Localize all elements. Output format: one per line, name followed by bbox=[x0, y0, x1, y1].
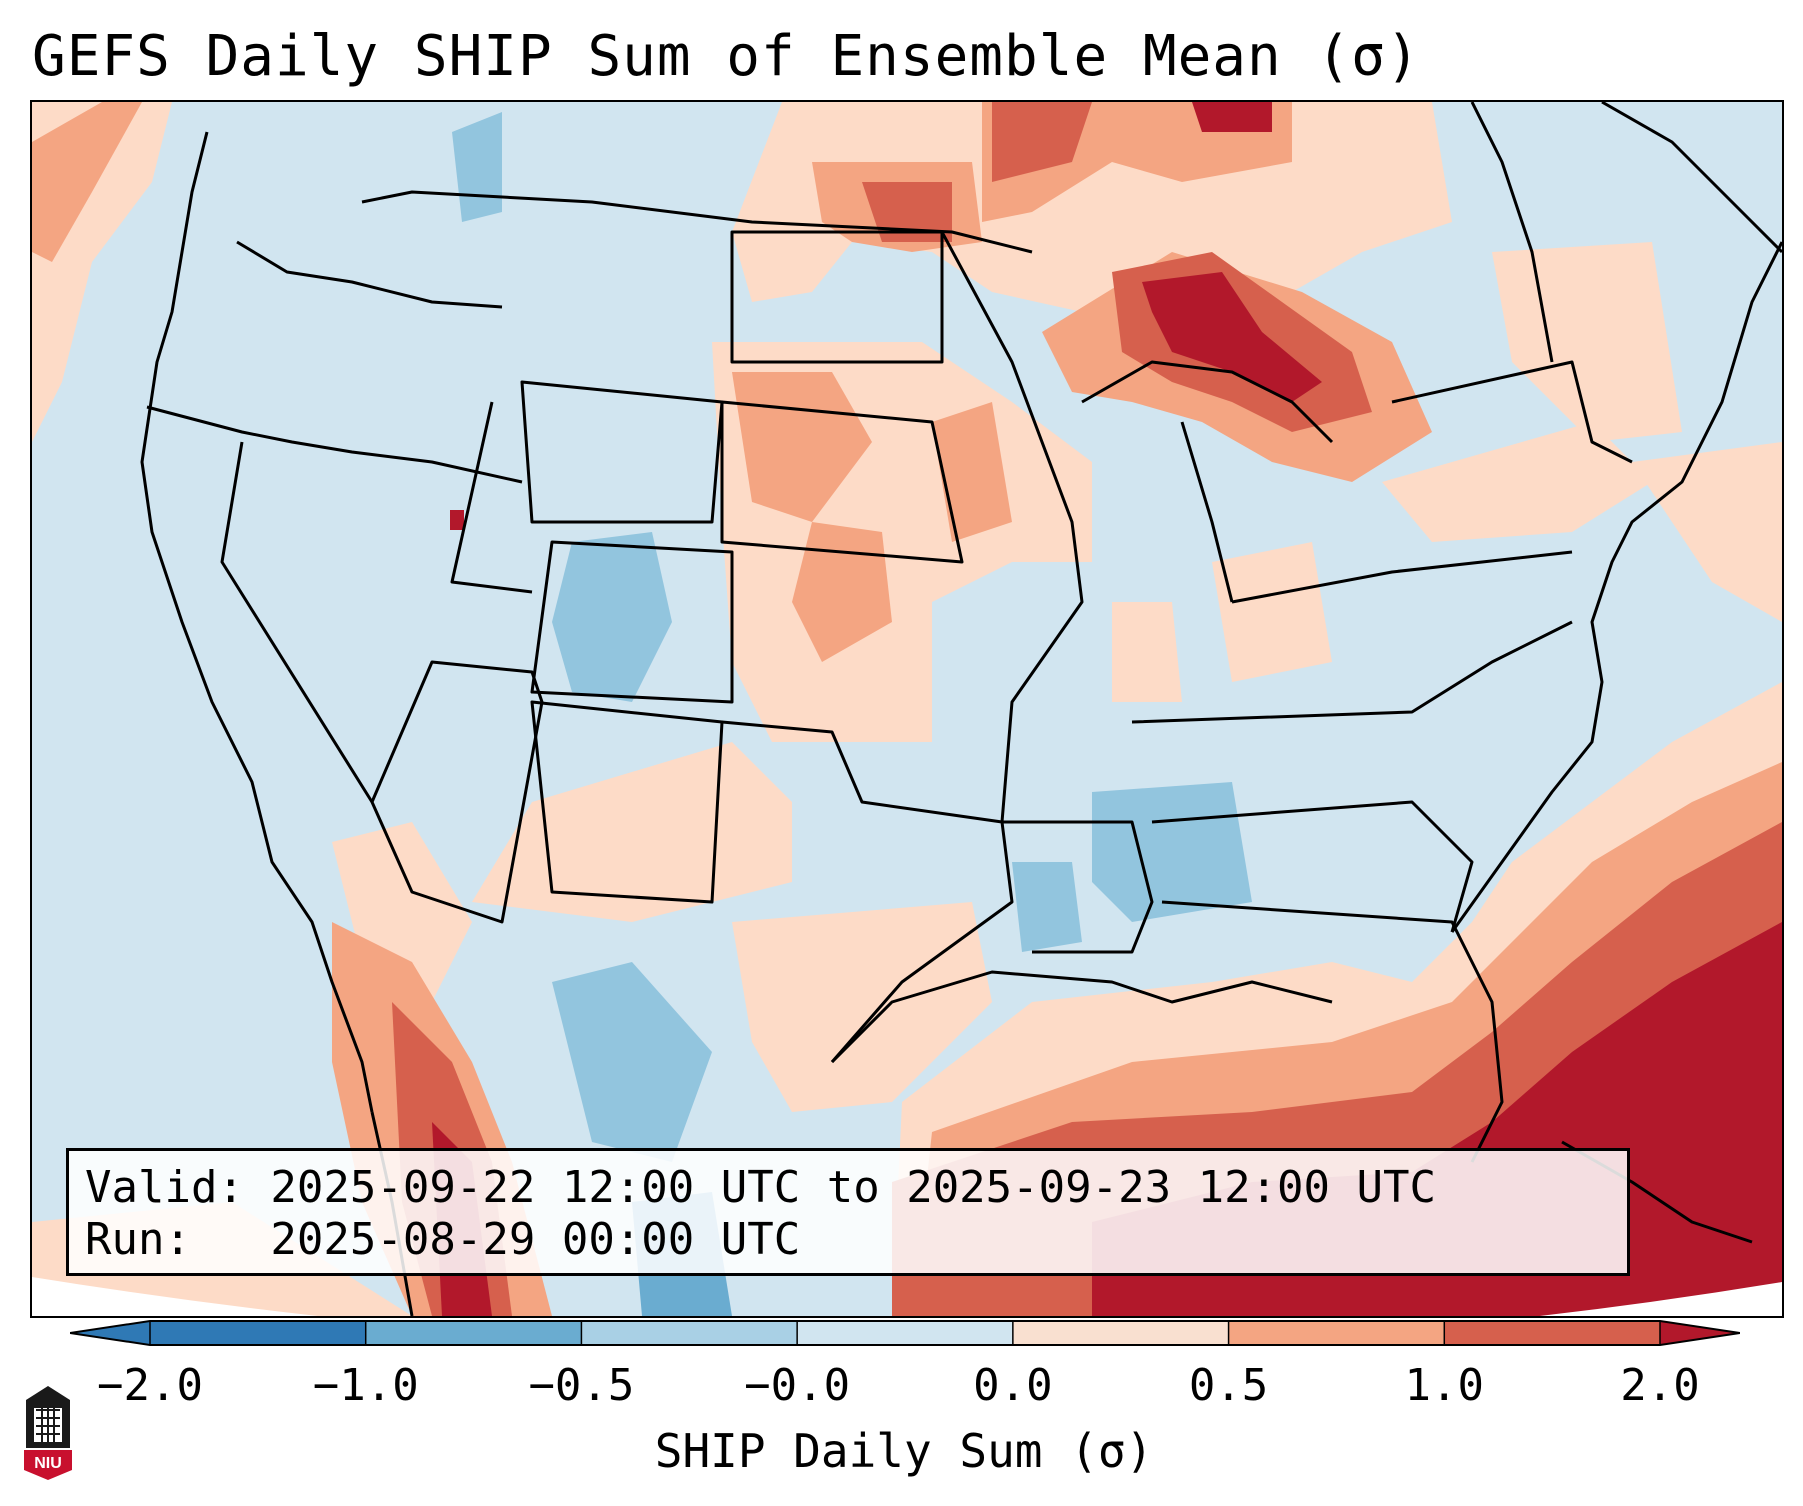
niu-logo-text: NIU bbox=[34, 1455, 62, 1472]
colorbar-tick-label: 2.0 bbox=[1620, 1360, 1700, 1411]
az-outline bbox=[370, 660, 544, 924]
field-great-lakes-vstrong bbox=[1142, 272, 1322, 402]
field-atlantic-ne-warm bbox=[1632, 442, 1782, 622]
field-tx-warm bbox=[732, 902, 992, 1112]
quebec-border bbox=[1470, 102, 1554, 363]
run-time-text: Run: 2025-08-29 00:00 UTC bbox=[85, 1214, 801, 1265]
colorbar-segment bbox=[1444, 1321, 1661, 1345]
colorbar-tick-label: −0.5 bbox=[528, 1360, 635, 1411]
colorbar-segment bbox=[150, 1321, 367, 1345]
colorbar-segment bbox=[1012, 1321, 1230, 1345]
great-lakes-shore bbox=[1081, 360, 1334, 444]
us-canada-border bbox=[361, 190, 1033, 254]
field-ontario-strong bbox=[992, 102, 1092, 182]
valid-time-text: Valid: 2025-09-22 12:00 UTC to 2025-09-2… bbox=[85, 1162, 1437, 1213]
colorbar-tick-label: 1.0 bbox=[1404, 1360, 1485, 1411]
colorbar-segment bbox=[797, 1321, 1014, 1345]
map-title: GEFS Daily SHIP Sum of Ensemble Mean (σ) bbox=[32, 24, 1421, 89]
field-la-cool bbox=[1012, 862, 1082, 952]
colorbar-tick-label: 0.0 bbox=[973, 1360, 1053, 1411]
mississippi-line bbox=[940, 231, 1084, 823]
field-ne-warm bbox=[1382, 422, 1652, 542]
colorbar-segment bbox=[1228, 1321, 1445, 1345]
ga-sc-outline bbox=[1151, 800, 1474, 933]
colorbar-label: SHIP Daily Sum (σ) bbox=[654, 1424, 1154, 1478]
west-coastline bbox=[140, 131, 374, 1113]
nm-outline bbox=[530, 700, 724, 904]
field-co-cool bbox=[552, 532, 672, 702]
oh-pa-border bbox=[1231, 550, 1573, 604]
florida-outline bbox=[1161, 900, 1504, 1163]
field-ontario-vstrong bbox=[1192, 102, 1272, 132]
colorbar-segment bbox=[581, 1321, 798, 1345]
colorbar bbox=[70, 1320, 1740, 1346]
or-ca-border bbox=[146, 405, 523, 484]
field-il-warm bbox=[1112, 602, 1182, 702]
field-sd-pos bbox=[732, 372, 872, 522]
maine-outline bbox=[1601, 102, 1782, 254]
wa-or-border bbox=[236, 240, 503, 309]
ne-ks-outline bbox=[720, 400, 964, 564]
projection-edge bbox=[32, 1277, 1782, 1316]
field-al-cool bbox=[1092, 782, 1252, 922]
wy-outline bbox=[520, 380, 724, 524]
ny-outline bbox=[1391, 360, 1633, 464]
ar-la-outline bbox=[1002, 820, 1154, 954]
colorbar-segment bbox=[365, 1321, 582, 1345]
colorbar-tick-label: −2.0 bbox=[97, 1360, 203, 1411]
map-canvas bbox=[32, 102, 1782, 1316]
valid-time-box: Valid: 2025-09-22 12:00 UTC to 2025-09-2… bbox=[66, 1148, 1630, 1276]
id-ut-border bbox=[450, 401, 533, 594]
tn-nc-border bbox=[1131, 620, 1573, 724]
east-coastline bbox=[1450, 241, 1782, 933]
niu-logo-icon: NIU bbox=[24, 1386, 72, 1480]
colorbar-tick-label: −0.0 bbox=[744, 1360, 851, 1411]
field-ohio-warm bbox=[1212, 542, 1332, 682]
field-pnw-coast-strong bbox=[32, 102, 142, 262]
colorbar-extend-high bbox=[1660, 1321, 1740, 1345]
ca-nv-border bbox=[220, 441, 374, 803]
colorbar-outline bbox=[70, 1320, 1740, 1346]
field-ia-pos bbox=[932, 402, 1012, 542]
map-panel bbox=[30, 100, 1784, 1318]
nd-sd-outline bbox=[730, 230, 944, 364]
field-nd-strong bbox=[862, 182, 952, 242]
colorbar-tick-label: −1.0 bbox=[312, 1360, 419, 1411]
gulf-coastline bbox=[830, 970, 1333, 1064]
co-outline bbox=[530, 540, 734, 704]
colorbar-extend-low bbox=[70, 1321, 150, 1345]
field-ut-hotspot bbox=[450, 510, 464, 530]
mi-outline bbox=[1180, 421, 1234, 603]
field-mx-cool bbox=[552, 962, 712, 1162]
field-ks-pos bbox=[792, 522, 892, 662]
colorbar-tick-label: 0.5 bbox=[1188, 1360, 1269, 1411]
